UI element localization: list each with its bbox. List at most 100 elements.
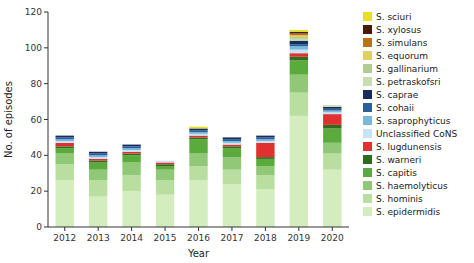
bar-segment bbox=[189, 154, 207, 167]
bar-segment bbox=[56, 148, 74, 153]
bar-segment bbox=[122, 155, 140, 162]
bar-segment bbox=[56, 164, 74, 180]
bar-segment bbox=[156, 164, 174, 166]
bar-segment bbox=[89, 180, 107, 196]
legend-label: S. lugdunensis bbox=[376, 142, 442, 152]
bar-segment bbox=[323, 107, 341, 109]
y-tick-label: 120 bbox=[25, 7, 42, 17]
legend-label: S. equorum bbox=[376, 51, 428, 61]
bar-segment bbox=[189, 130, 207, 132]
bar-segment bbox=[256, 137, 274, 139]
bar-segment bbox=[56, 146, 74, 148]
legend-swatch bbox=[363, 51, 372, 60]
bar-segment bbox=[223, 137, 241, 138]
legend-swatch bbox=[363, 142, 372, 151]
bar-segment bbox=[256, 135, 274, 136]
x-tick-label: 2013 bbox=[87, 233, 110, 243]
bar-segment bbox=[189, 127, 207, 129]
bar-segment bbox=[223, 137, 241, 138]
bar-segment bbox=[189, 132, 207, 134]
legend-swatch bbox=[363, 155, 372, 164]
bar-segment bbox=[122, 150, 140, 152]
bar-segment bbox=[323, 125, 341, 129]
legend-label: S. sciuri bbox=[376, 12, 411, 22]
bar-segment bbox=[223, 137, 241, 138]
legend-swatch bbox=[363, 207, 372, 216]
legend-label: S. xylosus bbox=[376, 25, 421, 35]
bar-segment bbox=[256, 157, 274, 159]
bar-segment bbox=[323, 105, 341, 106]
bar-segment bbox=[290, 75, 308, 93]
bar-segment bbox=[189, 136, 207, 138]
legend-label: S. hominis bbox=[376, 194, 423, 204]
bar-segment bbox=[290, 41, 308, 45]
bar-segment bbox=[89, 151, 107, 152]
bar-segment bbox=[290, 60, 308, 74]
y-tick-label: 40 bbox=[31, 150, 43, 160]
x-tick bbox=[131, 227, 132, 231]
bar-segment bbox=[256, 135, 274, 136]
bar-segment bbox=[290, 93, 308, 116]
bar-segment bbox=[290, 116, 308, 227]
bar-segment bbox=[223, 146, 241, 148]
bar-segment bbox=[323, 114, 341, 125]
legend-label: S. epidermidis bbox=[376, 207, 440, 217]
legend-label: Unclassified CoNS bbox=[376, 129, 457, 139]
bar-segment bbox=[156, 160, 174, 161]
bar-segment bbox=[189, 139, 207, 153]
x-tick bbox=[198, 227, 199, 231]
bar-segment bbox=[156, 166, 174, 170]
bar-segment bbox=[122, 144, 140, 145]
legend-swatch bbox=[363, 77, 372, 86]
legend-label: S. gallinarium bbox=[376, 64, 438, 74]
y-tick bbox=[44, 83, 48, 84]
bar-segment bbox=[256, 139, 274, 141]
x-tick bbox=[165, 227, 166, 231]
bar-segment bbox=[156, 160, 174, 161]
bar-segment bbox=[56, 154, 74, 165]
bar-segment bbox=[156, 160, 174, 161]
bar-segment bbox=[256, 159, 274, 166]
legend-swatch bbox=[363, 116, 372, 125]
x-tick-label: 2018 bbox=[254, 233, 277, 243]
legend-label: S. caprae bbox=[376, 90, 419, 100]
y-tick bbox=[44, 12, 48, 13]
legend-swatch bbox=[363, 103, 372, 112]
legend-label: S. cohaii bbox=[376, 103, 414, 113]
bar-segment bbox=[256, 135, 274, 136]
legend-swatch bbox=[363, 194, 372, 203]
y-axis-label: No. of episodes bbox=[3, 81, 14, 158]
bar-segment bbox=[256, 166, 274, 175]
bar-segment bbox=[156, 160, 174, 161]
bar-segment bbox=[290, 53, 308, 57]
legend-label: S. capitis bbox=[376, 168, 417, 178]
bar-segment bbox=[290, 30, 308, 32]
bar-segment bbox=[89, 151, 107, 152]
bar-segment bbox=[256, 135, 274, 136]
x-tick-label: 2014 bbox=[120, 233, 143, 243]
bars bbox=[56, 30, 342, 227]
bar-segment bbox=[156, 160, 174, 161]
bar-segment bbox=[122, 146, 140, 148]
chart: 0204060801001202012201320142015201620172… bbox=[0, 0, 474, 263]
bar-segment bbox=[122, 144, 140, 145]
bar-segment bbox=[56, 141, 74, 143]
bar-segment bbox=[290, 39, 308, 41]
y-tick-label: 100 bbox=[25, 43, 42, 53]
bar-segment bbox=[56, 139, 74, 141]
bar-segment bbox=[290, 34, 308, 36]
bar-segment bbox=[89, 163, 107, 170]
bar-segment bbox=[290, 50, 308, 54]
bar-segment bbox=[323, 105, 341, 106]
bar-segment bbox=[189, 128, 207, 130]
bar-segment bbox=[56, 135, 74, 136]
legend-label: S. haemolyticus bbox=[376, 181, 448, 191]
bar-segment bbox=[156, 195, 174, 227]
y-tick bbox=[44, 155, 48, 156]
y-tick-label: 0 bbox=[36, 222, 42, 232]
bar-segment bbox=[323, 170, 341, 227]
bar-segment bbox=[189, 180, 207, 227]
bar-segment bbox=[223, 145, 241, 147]
bar-segment bbox=[223, 137, 241, 138]
y-tick-label: 20 bbox=[31, 186, 43, 196]
